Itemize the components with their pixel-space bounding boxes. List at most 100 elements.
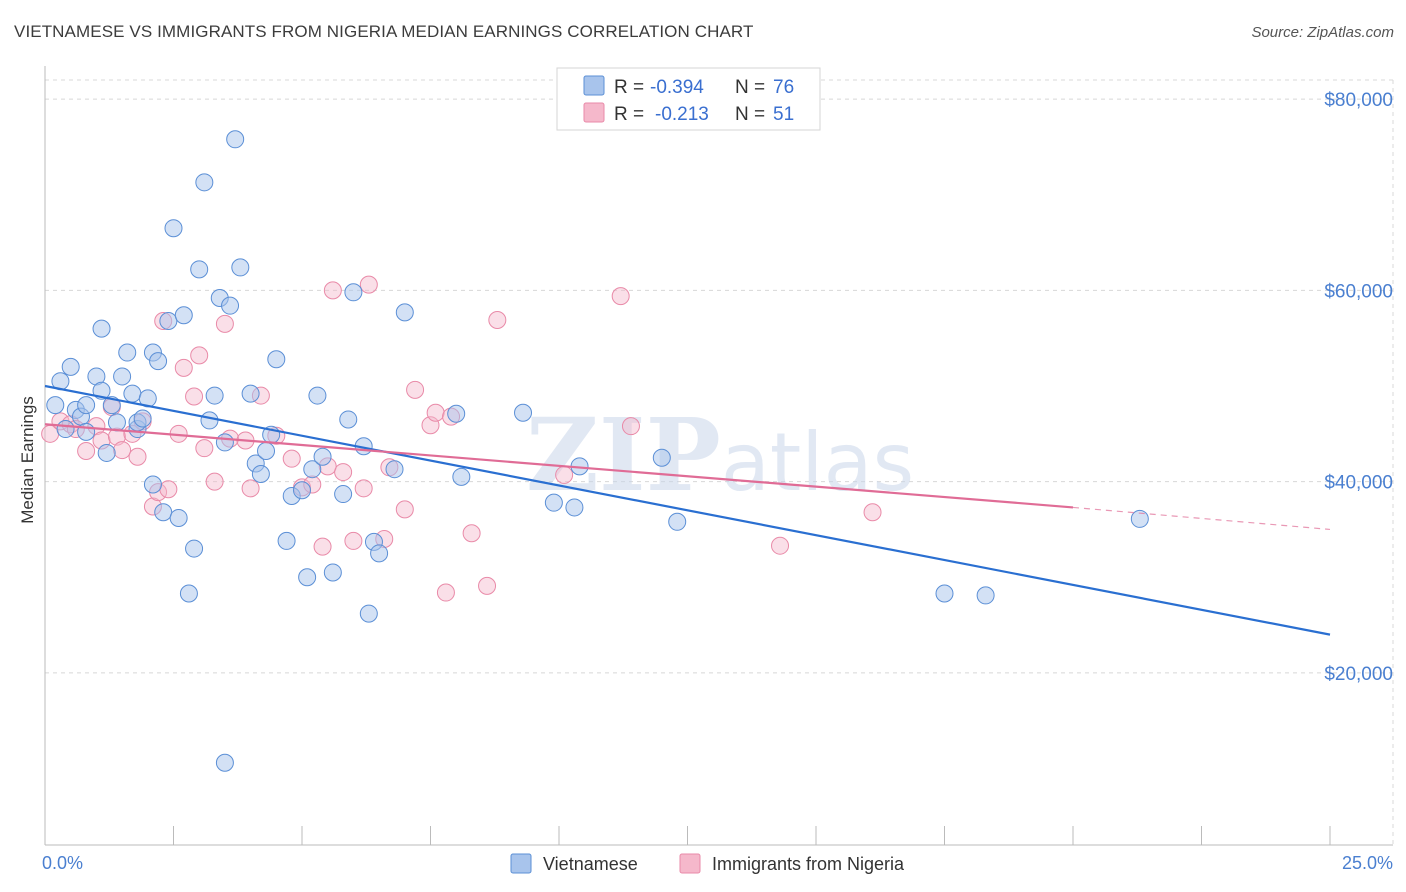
vietnamese-point-40: [231, 258, 250, 277]
nigeria-point-52: [621, 417, 640, 436]
vietnamese-point-74: [1130, 509, 1149, 528]
vietnamese-point-26: [164, 219, 183, 238]
vietnamese-point-39: [226, 130, 245, 149]
legend-n-value-1: 76: [773, 77, 794, 98]
vietnamese-point-41: [241, 384, 260, 403]
vietnamese-point-57: [344, 283, 363, 302]
vietnamese-point-2: [56, 420, 75, 439]
vietnamese-point-47: [277, 531, 296, 550]
vietnamese-point-49: [293, 481, 311, 500]
vietnamese-point-64: [447, 404, 466, 423]
vietnamese-point-28: [174, 306, 193, 325]
legend-n-label-1: N =: [735, 77, 765, 98]
nigeria-point-34: [323, 281, 342, 300]
y-tick-label-0: $20,000: [1324, 664, 1393, 685]
vietnamese-point-71: [668, 512, 687, 531]
vietnamese-point-63: [395, 303, 414, 322]
nigeria-point-22: [205, 472, 224, 491]
watermark-atlas: atlas: [721, 416, 914, 509]
vietnamese-point-16: [123, 384, 142, 403]
vietnamese-point-52: [308, 386, 327, 405]
vietnamese-point-70: [652, 448, 671, 467]
vietnamese-point-59: [359, 604, 378, 623]
vietnamese-point-38: [221, 296, 240, 315]
vietnamese-point-44: [257, 442, 276, 461]
nigeria-trend-line: [44, 423, 1074, 509]
legend-n-label-2: N =: [735, 104, 765, 125]
vietnamese-point-55: [334, 485, 353, 504]
chart-title: VIETNAMESE VS IMMIGRANTS FROM NIGERIA ME…: [14, 22, 754, 41]
legend-n-value-2: 51: [773, 104, 794, 125]
nigeria-point-37: [354, 479, 373, 498]
nigeria-point-19: [185, 387, 204, 406]
vietnamese-point-3: [61, 357, 80, 376]
y-tick-label-1: $40,000: [1324, 473, 1393, 494]
nigeria-point-29: [282, 449, 301, 468]
nigeria-point-11: [128, 447, 147, 466]
vietnamese-point-36: [215, 433, 234, 452]
vietnamese-point-23: [143, 475, 162, 494]
nigeria-point-21: [195, 439, 214, 458]
y-axis-label: Median Earnings: [18, 396, 37, 524]
vietnamese-point-11: [102, 396, 121, 415]
vietnamese-point-6: [77, 422, 96, 441]
nigeria-point-38: [359, 275, 378, 294]
source-credit: Source: ZipAtlas.com: [1251, 24, 1394, 41]
vietnamese-point-34: [205, 386, 224, 405]
vietnamese-point-43: [251, 464, 270, 483]
watermark: ZIPatlas: [526, 396, 914, 514]
vietnamese-point-24: [154, 503, 173, 522]
nigeria-point-47: [462, 524, 481, 543]
bottom-legend-label-nigeria: Immigrants from Nigeria: [712, 854, 905, 874]
bottom-legend: Vietnamese Immigrants from Nigeria: [510, 853, 905, 874]
nigeria-point-46: [436, 583, 455, 602]
vietnamese-point-72: [935, 584, 954, 603]
legend-swatch-vietnamese: [583, 75, 605, 96]
vietnamese-point-12: [97, 443, 116, 462]
y-tick-label-3: $80,000: [1324, 90, 1393, 111]
vietnamese-point-13: [113, 367, 132, 386]
vietnamese-point-66: [514, 403, 533, 422]
nigeria-point-49: [488, 311, 507, 330]
legend-swatch-nigeria: [583, 102, 605, 123]
x-tick-labels: 0.0% 25.0%: [42, 853, 1393, 873]
vietnamese-point-53: [313, 447, 332, 466]
axes: [44, 66, 1393, 846]
nigeria-point-44: [426, 403, 445, 422]
vietnamese-point-37: [215, 753, 234, 772]
vietnamese-point-31: [190, 260, 209, 279]
nigeria-point-20: [190, 346, 209, 365]
nigeria-point-35: [334, 463, 353, 482]
trend-lines: [44, 384, 1331, 636]
vietnamese-point-33: [200, 411, 219, 430]
bottom-legend-swatch-vietnamese: [510, 853, 532, 874]
vietnamese-point-0: [46, 396, 65, 415]
legend-r-label-1: R =: [614, 77, 644, 98]
vietnamese-point-29: [179, 584, 198, 603]
vietnamese-point-54: [323, 563, 342, 582]
nigeria-point-36: [344, 531, 363, 550]
vietnamese-point-62: [385, 460, 404, 479]
vietnamese-trend-line: [44, 384, 1331, 636]
vietnamese-point-10: [92, 319, 111, 338]
nigeria-point-26: [241, 479, 260, 498]
vietnamese-point-61: [370, 544, 389, 563]
legend-r-value-1: -0.394: [650, 77, 704, 98]
vietnamese-point-46: [267, 350, 286, 369]
nigeria-point-9: [113, 441, 132, 460]
nigeria-point-18: [174, 358, 193, 377]
nigeria-point-41: [395, 500, 414, 519]
nigeria-point-48: [478, 576, 497, 595]
vietnamese-point-30: [185, 539, 204, 558]
vietnamese-point-51: [303, 460, 322, 479]
x-tick-label-end: 25.0%: [1342, 853, 1393, 873]
vietnamese-point-27: [169, 508, 188, 527]
nigeria-point-16: [159, 480, 178, 499]
legend: R = -0.394 N = 76 R = -0.213 N = 51: [556, 67, 821, 131]
bottom-legend-swatch-nigeria: [679, 853, 701, 874]
watermark-zip: ZIP: [526, 396, 721, 514]
vietnamese-point-67: [544, 493, 563, 512]
nigeria-point-42: [406, 380, 425, 399]
vietnamese-point-73: [976, 586, 995, 605]
